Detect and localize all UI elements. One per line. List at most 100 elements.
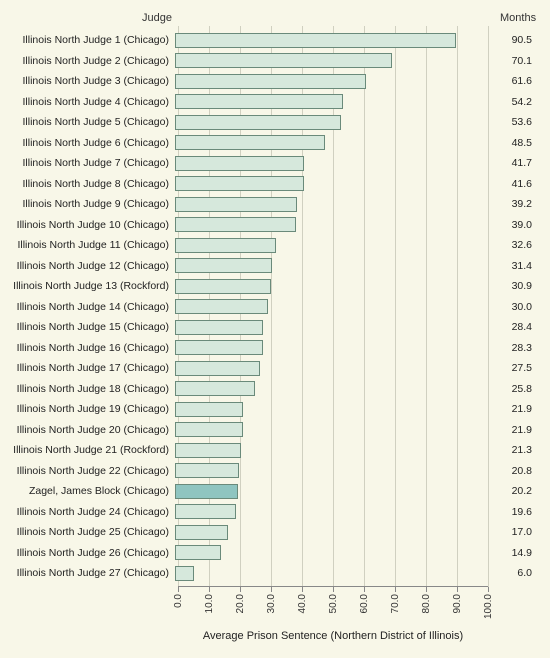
table-row: Illinois North Judge 21 (Rockford)21.3 (0, 440, 550, 461)
table-row: Illinois North Judge 1 (Chicago) 90.5 (0, 30, 550, 51)
months-value: 30.9 (500, 280, 532, 292)
bar (175, 279, 271, 294)
bar (175, 463, 239, 478)
x-tick-label: 80.0 (421, 594, 432, 613)
bar-area (175, 522, 485, 543)
bar (175, 197, 297, 212)
table-row: Illinois North Judge 20 (Chicago)21.9 (0, 420, 550, 441)
tick-mark (302, 587, 303, 592)
bar-area (175, 215, 485, 236)
table-row: Illinois North Judge 24 (Chicago) 19.6 (0, 502, 550, 523)
x-tick-label: 30.0 (266, 594, 277, 613)
tick-mark (240, 587, 241, 592)
judge-label: Illinois North Judge 22 (Chicago) (0, 465, 175, 477)
months-value: 19.6 (500, 506, 532, 518)
table-row: Illinois North Judge 18 (Chicago)25.8 (0, 379, 550, 400)
bar-area (175, 379, 485, 400)
bar-area (175, 297, 485, 318)
tick-mark (426, 587, 427, 592)
table-row: Illinois North Judge 5 (Chicago)53.6 (0, 112, 550, 133)
x-tick-label: 50.0 (328, 594, 339, 613)
sentence-chart: Judge Months Illinois North Judge 1 (Chi… (0, 0, 550, 658)
table-row: Illinois North Judge 11 (Chicago) 32.6 (0, 235, 550, 256)
judge-label: Illinois North Judge 10 (Chicago) (0, 219, 175, 231)
judge-label: Illinois North Judge 5 (Chicago) (0, 116, 175, 128)
bar-area (175, 112, 485, 133)
months-value: 90.5 (500, 34, 532, 46)
months-value: 28.3 (500, 342, 532, 354)
bar (175, 258, 272, 273)
x-tick-label: 90.0 (452, 594, 463, 613)
judge-label: Illinois North Judge 26 (Chicago) (0, 547, 175, 559)
bar-area (175, 256, 485, 277)
tick-mark (364, 587, 365, 592)
bar (175, 299, 268, 314)
table-row: Illinois North Judge 16 (Chicago)28.3 (0, 338, 550, 359)
judge-label: Illinois North Judge 2 (Chicago) (0, 55, 175, 67)
bar (175, 443, 241, 458)
table-row: Illinois North Judge 2 (Chicago)70.1 (0, 51, 550, 72)
bar (175, 381, 255, 396)
bar (175, 422, 243, 437)
months-value: 41.6 (500, 178, 532, 190)
months-value: 14.9 (500, 547, 532, 559)
bar (175, 176, 304, 191)
judge-label: Illinois North Judge 11 (Chicago) (0, 239, 175, 251)
bar (175, 340, 263, 355)
months-value: 25.8 (500, 383, 532, 395)
months-value: 32.6 (500, 239, 532, 251)
bar-area (175, 276, 485, 297)
tick-mark (457, 587, 458, 592)
table-row: Zagel, James Block (Chicago)20.2 (0, 481, 550, 502)
bar (175, 74, 366, 89)
bar (175, 33, 456, 48)
bar-area (175, 92, 485, 113)
bar-area (175, 174, 485, 195)
x-tick-label: 0.0 (173, 594, 184, 608)
judge-label: Illinois North Judge 27 (Chicago) (0, 567, 175, 579)
judge-label: Illinois North Judge 7 (Chicago) (0, 157, 175, 169)
bar-area (175, 194, 485, 215)
months-value: 17.0 (500, 526, 532, 538)
x-tick-label: 60.0 (359, 594, 370, 613)
bar-area (175, 317, 485, 338)
judge-label: Illinois North Judge 9 (Chicago) (0, 198, 175, 210)
bar-area (175, 563, 485, 584)
bar (175, 115, 341, 130)
months-value: 21.3 (500, 444, 532, 456)
bar (175, 545, 221, 560)
tick-mark (488, 587, 489, 592)
bar-area (175, 481, 485, 502)
bar (175, 525, 228, 540)
table-row: Illinois North Judge 14 (Chicago)30.0 (0, 297, 550, 318)
table-row: Illinois North Judge 25 (Chicago) 17.0 (0, 522, 550, 543)
bar (175, 361, 260, 376)
table-row: Illinois North Judge 4 (Chicago)54.2 (0, 92, 550, 113)
table-row: Illinois North Judge 12 (Chicago)31.4 (0, 256, 550, 277)
months-value: 21.9 (500, 403, 532, 415)
judge-label: Illinois North Judge 25 (Chicago) (0, 526, 175, 538)
bar (175, 504, 236, 519)
months-value: 21.9 (500, 424, 532, 436)
months-value: 6.0 (500, 567, 532, 579)
table-row: Illinois North Judge 17 (Chicago)27.5 (0, 358, 550, 379)
bar-area (175, 502, 485, 523)
months-value: 28.4 (500, 321, 532, 333)
bar-area (175, 235, 485, 256)
tick-mark (333, 587, 334, 592)
months-value: 41.7 (500, 157, 532, 169)
judge-label: Illinois North Judge 19 (Chicago) (0, 403, 175, 415)
bar (175, 135, 325, 150)
rows-container: Illinois North Judge 1 (Chicago)90.5Illi… (0, 30, 550, 584)
judge-label: Illinois North Judge 12 (Chicago) (0, 260, 175, 272)
bar (175, 94, 343, 109)
judge-label: Illinois North Judge 1 (Chicago) (0, 34, 175, 46)
judge-label: Illinois North Judge 13 (Rockford) (0, 280, 175, 292)
table-row: Illinois North Judge 27 (Chicago) 6.0 (0, 563, 550, 584)
months-value: 48.5 (500, 137, 532, 149)
table-row: Illinois North Judge 7 (Chicago) 41.7 (0, 153, 550, 174)
judge-label: Illinois North Judge 6 (Chicago) (0, 137, 175, 149)
bar (175, 156, 304, 171)
judge-label: Zagel, James Block (Chicago) (0, 485, 175, 497)
judge-label: Illinois North Judge 24 (Chicago) (0, 506, 175, 518)
